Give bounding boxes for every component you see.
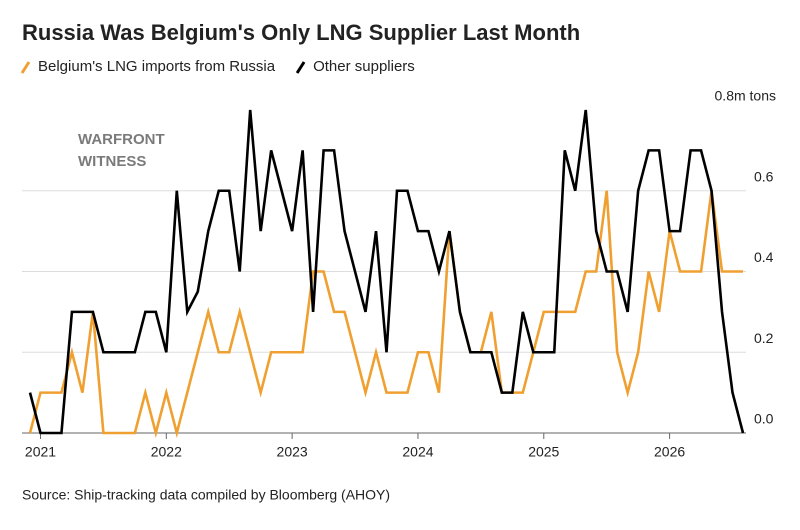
x-tick-label: 2024 — [402, 444, 433, 460]
legend-swatch — [295, 61, 306, 74]
y-tick-label: 0.2 — [754, 330, 774, 346]
y-tick-label: 0.4 — [754, 249, 774, 265]
y-tick-label: 0.0 — [754, 411, 774, 427]
x-tick-label: 2022 — [151, 444, 182, 460]
chart-title: Russia Was Belgium's Only LNG Supplier L… — [22, 20, 580, 45]
x-tick-label: 2025 — [528, 444, 559, 460]
source-note: Source: Ship-tracking data compiled by B… — [22, 487, 390, 503]
watermark: WITNESS — [78, 153, 146, 170]
legend-label: Other suppliers — [313, 58, 415, 75]
x-tick-label: 2023 — [277, 444, 308, 460]
x-tick-label: 2026 — [654, 444, 685, 460]
y-tick-label: 0.8m tons — [715, 88, 776, 104]
watermark: WARFRONT — [78, 131, 165, 148]
legend-swatch — [20, 61, 31, 74]
x-tick-label: 2021 — [25, 444, 56, 460]
series-line — [28, 190, 743, 439]
y-tick-label: 0.6 — [754, 168, 774, 184]
legend-label: Belgium's LNG imports from Russia — [38, 58, 276, 75]
series-line — [28, 109, 745, 435]
